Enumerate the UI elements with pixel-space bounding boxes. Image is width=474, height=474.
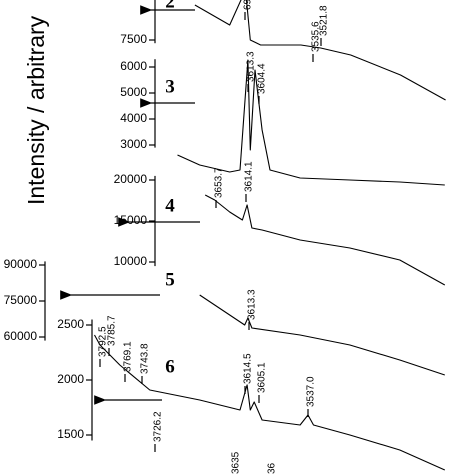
peak-label: 3726.2	[153, 411, 164, 442]
y-tick-label: 6000	[120, 59, 147, 73]
y-tick-label: 2500	[57, 317, 84, 331]
peak-label: 3653.7	[214, 167, 225, 198]
y-tick-label: 4000	[120, 111, 147, 125]
spectrum-line	[199, 294, 445, 376]
peak-label: 3614.5	[243, 353, 254, 384]
peak-label: 3635	[231, 451, 242, 474]
y-tick-label: 3000	[120, 137, 147, 151]
y-tick-label: 1500	[57, 427, 84, 441]
spectrum-line	[204, 194, 446, 286]
y-tick-label: 2000	[57, 372, 84, 386]
peak-label: 3613.3	[247, 289, 258, 320]
spectrum-number: 4	[165, 195, 175, 216]
peak-label: 3605.1	[257, 362, 268, 393]
peak-label: 36	[267, 462, 278, 474]
spectrum-number: 5	[165, 269, 175, 290]
y-tick-label: 75000	[4, 293, 38, 307]
peak-label: 3785.7	[107, 315, 118, 346]
spectrum-number: 3	[165, 76, 175, 97]
spectrum-number: 2	[165, 0, 175, 12]
y-tick-label: 60000	[4, 329, 38, 343]
y-tick-label: 10000	[114, 254, 148, 268]
peak-label: 3537.0	[306, 376, 317, 407]
peak-label: 3535.6	[311, 21, 322, 52]
spectrum-line	[177, 59, 445, 186]
peak-label: 69	[243, 0, 254, 10]
y-tick-label: 5000	[120, 85, 147, 99]
peak-label: 3613.3	[246, 51, 257, 82]
peak-label: 3792.5	[98, 326, 109, 357]
peak-label: 3614.1	[244, 161, 255, 192]
y-tick-label: 90000	[4, 257, 38, 271]
peak-label: 3769.1	[123, 341, 134, 372]
spectrum-number: 6	[165, 356, 175, 377]
peak-label: 3743.8	[140, 343, 151, 374]
peak-label: 3604.4	[257, 63, 268, 94]
peak-label: 3521.8	[319, 5, 330, 36]
y-tick-label: 20000	[114, 172, 148, 186]
y-tick-label: 15000	[114, 213, 148, 227]
y-tick-label: 7500	[120, 32, 147, 46]
y-axis-title: Intensity / arbitrary	[23, 15, 49, 205]
spectrum-line	[194, 0, 446, 101]
spectrum-line	[94, 334, 446, 471]
